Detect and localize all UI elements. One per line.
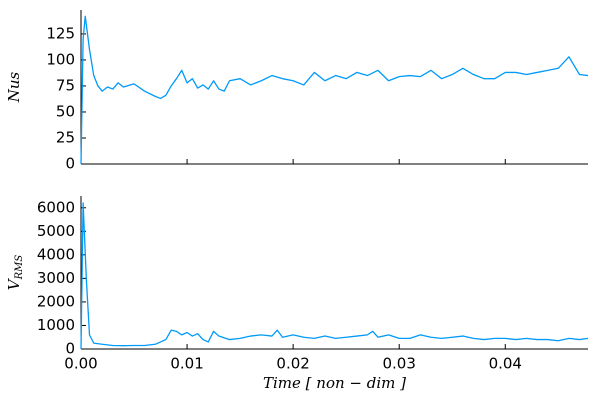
- y-tick-label: 25: [56, 128, 75, 146]
- y-tick-label: 50: [56, 102, 75, 120]
- y-tick-label: 3000: [37, 269, 75, 287]
- x-tick-label: 0.04: [489, 355, 522, 373]
- x-tick-label: 0.00: [64, 355, 97, 373]
- y-tick-label: 75: [56, 76, 75, 94]
- y-tick-label: 1000: [37, 316, 75, 334]
- y-tick-label: 125: [46, 24, 75, 42]
- series-line: [80, 15, 589, 165]
- y-tick-label: 5000: [37, 222, 75, 240]
- y-tick-label: 4000: [37, 245, 75, 263]
- y-tick-label: 2000: [37, 292, 75, 310]
- series-line: [80, 202, 589, 350]
- x-tick-label: 0.02: [276, 355, 309, 373]
- y-axis-label-main: V: [5, 277, 23, 290]
- x-tick-label: 0.03: [382, 355, 415, 373]
- y-axis-label-main: Nus: [5, 71, 23, 103]
- y-tick-label: 0: [65, 340, 75, 358]
- y-tick-label: 0: [65, 155, 75, 173]
- y-axis-label-sub: RMS: [14, 255, 25, 281]
- x-axis-label: Time [ non − dim ]: [263, 374, 406, 392]
- y-axis-label: Nus: [5, 71, 23, 103]
- y-tick-label: 6000: [37, 198, 75, 216]
- x-tick-label: 0.01: [170, 355, 203, 373]
- y-tick-label: 100: [46, 50, 75, 68]
- y-axis-label: VRMS: [5, 255, 25, 291]
